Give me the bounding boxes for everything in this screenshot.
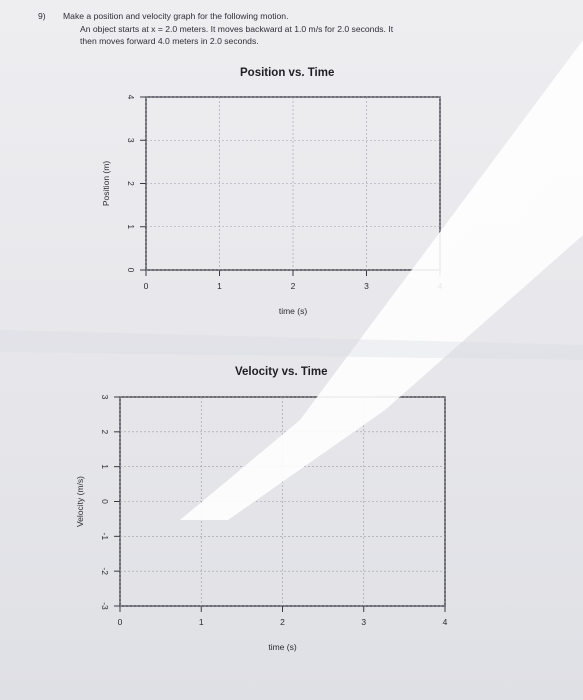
velocity-y-axis-title: Velocity (m/s) xyxy=(75,476,85,527)
velocity-x-tick-label: 2 xyxy=(280,617,285,627)
question-number: 9) xyxy=(38,11,46,21)
position-y-tick-label: 4 xyxy=(126,95,136,100)
question-text-line-1: An object starts at x = 2.0 meters. It m… xyxy=(80,24,394,34)
position-y-tick-label: 3 xyxy=(126,138,136,143)
velocity-y-tick-label: -1 xyxy=(100,533,110,541)
question-prompt: Make a position and velocity graph for t… xyxy=(63,11,289,21)
velocity-x-tick-label: 3 xyxy=(361,617,366,627)
velocity-x-tick-label: 4 xyxy=(443,617,448,627)
velocity-y-tick-label: -3 xyxy=(100,602,110,610)
velocity-y-tick-label: -2 xyxy=(100,567,110,575)
velocity-x-tick-label: 1 xyxy=(199,617,204,627)
position-x-tick-label: 0 xyxy=(144,281,149,291)
velocity-y-tick-label: 3 xyxy=(100,395,110,400)
velocity-y-tick-label: 2 xyxy=(100,429,110,434)
question-text-line-2: then moves forward 4.0 meters in 2.0 sec… xyxy=(80,36,259,46)
velocity-x-axis-title: time (s) xyxy=(268,642,297,652)
velocity-y-tick-label: 0 xyxy=(100,499,110,504)
position-y-tick-label: 1 xyxy=(126,224,136,229)
position-y-tick-label: 0 xyxy=(126,268,136,273)
velocity-y-tick-label: 1 xyxy=(100,464,110,469)
position-y-axis-title: Position (m) xyxy=(101,161,111,207)
position-y-tick-label: 2 xyxy=(126,181,136,186)
velocity-x-tick-label: 0 xyxy=(118,617,123,627)
